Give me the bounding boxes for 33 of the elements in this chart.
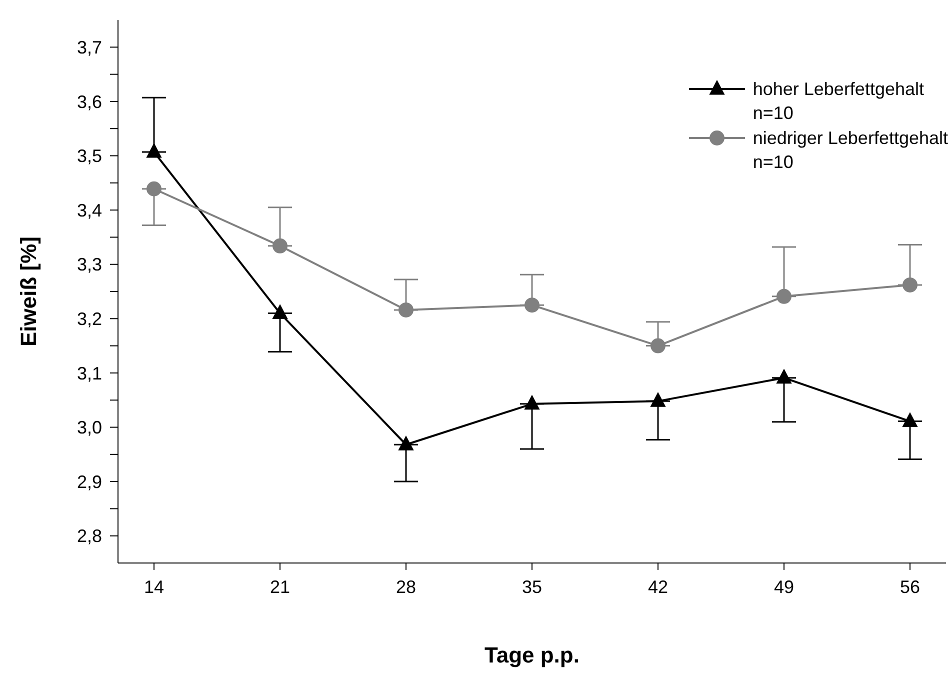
y-tick-label: 3,0	[76, 418, 102, 438]
x-tick-label: 49	[774, 576, 794, 597]
x-tick-label: 21	[270, 576, 290, 597]
x-axis-title: Tage p.p.	[484, 642, 580, 668]
y-tick-label: 3,3	[76, 254, 102, 275]
point	[524, 298, 540, 313]
y-tick-label: 2,9	[76, 472, 102, 492]
x-tick-label: 42	[648, 576, 668, 597]
point	[272, 304, 288, 319]
x-tick-label: 28	[396, 576, 416, 597]
y-tick-label: 2,8	[76, 526, 102, 546]
point	[146, 181, 162, 196]
point	[398, 302, 414, 318]
y-tick-label: 3,7	[76, 38, 102, 58]
y-axis-title: Eiweiß [%]	[16, 236, 41, 347]
y-tick-label: 3,2	[76, 309, 102, 330]
point	[398, 436, 414, 450]
point	[650, 392, 666, 407]
point	[776, 369, 792, 384]
y-tick-label: 3,4	[76, 200, 102, 220]
point	[650, 338, 666, 354]
point	[272, 238, 288, 254]
y-tick-label: 3,1	[76, 363, 102, 384]
point	[776, 288, 792, 304]
x-tick-label: 14	[144, 576, 164, 597]
point	[902, 412, 918, 428]
point	[902, 277, 918, 292]
legend-label: niedriger Leberfettgehalt n=10	[752, 127, 948, 174]
x-tick-label: 56	[900, 576, 920, 597]
point	[524, 395, 540, 410]
y-tick-label: 3,6	[76, 92, 102, 112]
y-tick-label: 3,5	[76, 146, 102, 166]
x-tick-label: 35	[522, 576, 542, 597]
